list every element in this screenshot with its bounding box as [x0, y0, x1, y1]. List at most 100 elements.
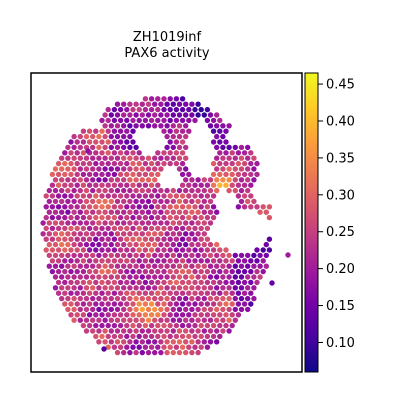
spot — [226, 328, 232, 334]
spot — [245, 198, 251, 205]
spot — [59, 220, 65, 226]
spot — [217, 301, 223, 307]
spot — [220, 166, 226, 172]
spot — [114, 306, 121, 313]
spot — [121, 241, 127, 248]
spot — [170, 198, 176, 205]
spot — [111, 160, 118, 167]
spot — [142, 344, 149, 350]
spot — [186, 322, 192, 329]
spot — [117, 344, 124, 350]
spot — [145, 274, 152, 280]
spot — [173, 312, 180, 318]
spot — [214, 133, 220, 140]
spot — [71, 317, 77, 323]
spot — [210, 333, 217, 340]
spot — [136, 160, 142, 167]
spot — [251, 198, 257, 205]
spot — [145, 339, 152, 345]
spot — [49, 171, 56, 178]
spot — [148, 106, 155, 113]
colorbar-tick-label: 0.35 — [326, 151, 355, 166]
spot — [186, 117, 192, 124]
spot — [102, 209, 108, 215]
spot — [55, 214, 62, 221]
spot — [133, 177, 139, 183]
spot — [155, 106, 161, 113]
spot — [68, 214, 74, 221]
spot — [133, 198, 139, 205]
spot — [124, 117, 130, 124]
spot — [210, 312, 217, 318]
spot — [93, 301, 99, 307]
spot — [105, 182, 111, 188]
spot — [201, 274, 207, 280]
spot — [114, 166, 121, 172]
spot — [220, 252, 226, 259]
spot — [195, 252, 201, 259]
spot — [93, 171, 99, 178]
spot — [65, 209, 71, 215]
spot — [152, 241, 158, 248]
spot — [173, 322, 180, 329]
spot — [62, 301, 68, 307]
spot — [176, 112, 183, 118]
spot — [152, 263, 158, 269]
spot — [52, 263, 59, 269]
spot — [158, 263, 164, 269]
spot — [214, 274, 220, 280]
spot — [121, 166, 127, 172]
spot — [198, 268, 204, 275]
spot — [220, 133, 226, 140]
spot — [167, 128, 173, 134]
spot — [173, 193, 180, 199]
spot — [83, 133, 90, 140]
spot — [96, 177, 102, 183]
spot — [186, 106, 192, 113]
spot — [99, 268, 105, 275]
spot — [86, 128, 93, 134]
spot — [46, 187, 52, 194]
spot — [214, 177, 220, 183]
spot — [198, 204, 204, 210]
spot — [139, 209, 145, 215]
spot — [155, 268, 161, 275]
spot — [161, 279, 167, 286]
spot — [49, 258, 56, 264]
spot — [158, 220, 164, 226]
spot — [74, 225, 80, 232]
spot — [245, 306, 251, 313]
spot — [223, 312, 229, 318]
spot — [90, 209, 96, 215]
spot — [49, 247, 56, 253]
spot — [62, 279, 68, 286]
spot — [102, 328, 108, 334]
spot — [248, 182, 254, 188]
spot — [217, 171, 223, 178]
spot — [173, 106, 180, 113]
spot — [158, 285, 164, 291]
spot — [136, 247, 142, 253]
spot — [179, 322, 186, 329]
spot — [170, 231, 176, 237]
spot — [71, 209, 77, 215]
spot — [117, 204, 124, 210]
spot — [266, 247, 273, 253]
spot — [220, 328, 226, 334]
spot — [164, 155, 170, 161]
spot — [214, 263, 220, 269]
spot — [93, 247, 99, 253]
spot — [133, 339, 139, 345]
spot — [43, 193, 49, 199]
spot — [232, 252, 238, 259]
spot — [229, 301, 235, 307]
spot — [186, 236, 192, 242]
spot — [136, 204, 142, 210]
spot — [220, 274, 226, 280]
spot — [173, 258, 180, 264]
spot — [148, 301, 155, 307]
spot — [161, 193, 167, 199]
spot — [142, 258, 149, 264]
spot — [80, 139, 87, 145]
spot — [232, 177, 238, 183]
